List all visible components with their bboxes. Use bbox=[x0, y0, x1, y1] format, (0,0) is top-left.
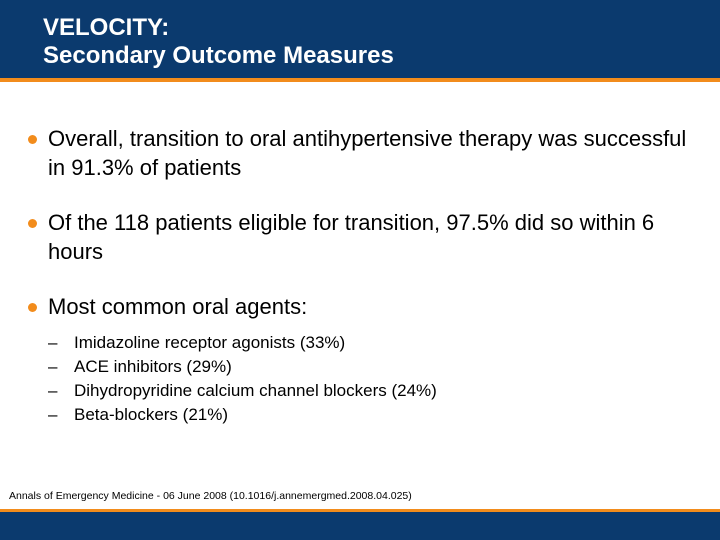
bullet-dot-icon bbox=[28, 135, 37, 144]
bullet-item: Of the 118 patients eligible for transit… bbox=[28, 208, 708, 266]
title-line-2: Secondary Outcome Measures bbox=[43, 42, 394, 69]
header-divider bbox=[0, 78, 720, 82]
sub-bullet-text: Dihydropyridine calcium channel blockers… bbox=[74, 381, 437, 400]
dash-marker: – bbox=[48, 333, 58, 352]
sub-bullet-text: ACE inhibitors (29%) bbox=[74, 357, 232, 376]
dash-marker: – bbox=[48, 381, 58, 400]
dash-marker: – bbox=[48, 405, 58, 424]
bullet-item: Most common oral agents: – Imidazoline r… bbox=[28, 292, 708, 427]
title-bar: VELOCITY: Secondary Outcome Measures bbox=[0, 0, 720, 78]
sub-bullet-item: – Beta-blockers (21%) bbox=[48, 403, 708, 427]
sub-bullet-item: – ACE inhibitors (29%) bbox=[48, 355, 708, 379]
bullet-list: Overall, transition to oral antihyperten… bbox=[28, 124, 708, 427]
bullet-dot-icon bbox=[28, 219, 37, 228]
bullet-text: Most common oral agents: bbox=[48, 294, 308, 319]
sub-bullet-item: – Imidazoline receptor agonists (33%) bbox=[48, 331, 708, 355]
bullet-dot-icon bbox=[28, 303, 37, 312]
sub-bullet-item: – Dihydropyridine calcium channel blocke… bbox=[48, 379, 708, 403]
footer-bar bbox=[0, 512, 720, 540]
bullet-text: Overall, transition to oral antihyperten… bbox=[48, 126, 687, 180]
slide-title: VELOCITY: Secondary Outcome Measures bbox=[43, 14, 394, 70]
sub-bullet-list: – Imidazoline receptor agonists (33%) – … bbox=[48, 331, 708, 427]
bullet-item: Overall, transition to oral antihyperten… bbox=[28, 124, 708, 182]
sub-bullet-text: Beta-blockers (21%) bbox=[74, 405, 229, 424]
sub-bullet-text: Imidazoline receptor agonists (33%) bbox=[74, 333, 346, 352]
bullet-text: Of the 118 patients eligible for transit… bbox=[48, 210, 655, 264]
dash-marker: – bbox=[48, 357, 58, 376]
footer-divider bbox=[0, 509, 720, 512]
citation: Annals of Emergency Medicine - 06 June 2… bbox=[9, 490, 412, 502]
title-line-1: VELOCITY: bbox=[43, 14, 170, 41]
